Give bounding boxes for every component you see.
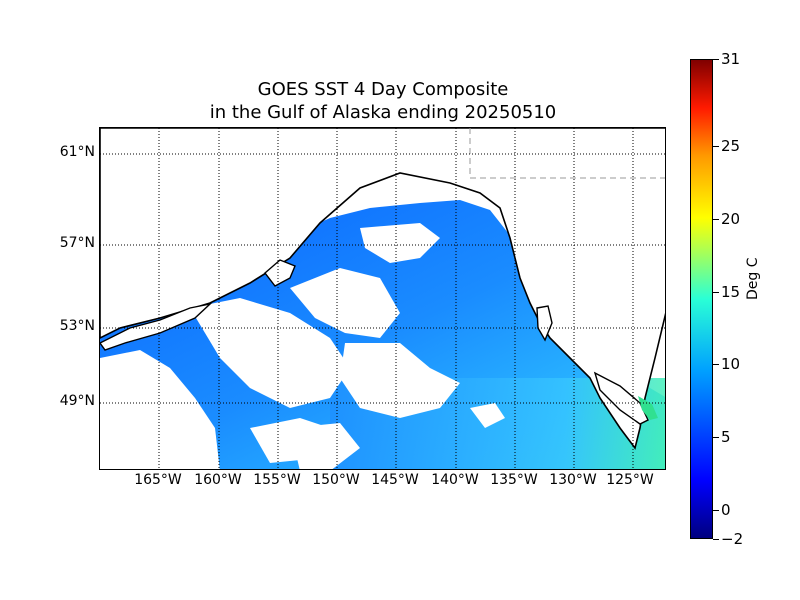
colorbar-tick [713,364,719,366]
lon-label-165: 165°W [134,472,182,488]
land [100,128,665,450]
colorbar-tick [713,59,719,60]
colorbar [690,59,713,539]
coastal-inlet [638,396,658,420]
lon-label-150: 150°W [312,472,360,488]
sst-map [99,127,666,470]
sst-map-svg [100,128,665,469]
lon-label-145: 145°W [371,472,419,488]
colorbar-tick-label: −2 [721,530,744,548]
lon-label-160: 160°W [194,472,242,488]
title-line-1: GOES SST 4 Day Composite [257,79,509,100]
colorbar-tick [713,509,719,511]
colorbar-tick-label: 25 [721,137,741,156]
colorbar-tick-label: 31 [721,50,741,68]
colorbar-tick-label: 0 [721,500,731,519]
colorbar-tick [713,146,719,148]
colorbar-tick-label: 10 [721,355,741,374]
colorbar-tick [713,219,719,220]
lon-label-140: 140°W [431,472,479,488]
colorbar-tick-label: 5 [721,428,731,447]
colorbar-tick-label: 15 [721,282,741,301]
chart-title: GOES SST 4 Day Composite in the Gulf of … [99,78,667,124]
border-line [469,128,665,179]
colorbar-label: Deg C [745,257,761,300]
colorbar-tick [713,291,719,293]
haida-gwaii [536,305,553,342]
colorbar-tick-label: 20 [721,210,741,228]
lon-label-125: 125°W [606,472,654,488]
colorbar-tick [713,539,719,540]
lon-label-130: 130°W [549,472,597,488]
colorbar-tick [713,437,719,439]
title-line-2: in the Gulf of Alaska ending 20250510 [209,102,557,123]
cloud-gaps [100,223,505,469]
graticule [100,128,665,469]
lat-label-53: 53°N [59,318,95,334]
lon-label-135: 135°W [490,472,538,488]
lat-label-57: 57°N [59,235,95,251]
alaska-peninsula [100,302,213,351]
lat-label-61: 61°N [59,144,95,160]
lat-label-49: 49°N [59,393,95,409]
kodiak-island [264,259,296,287]
lon-label-155: 155°W [253,472,301,488]
vancouver-island [593,371,649,425]
